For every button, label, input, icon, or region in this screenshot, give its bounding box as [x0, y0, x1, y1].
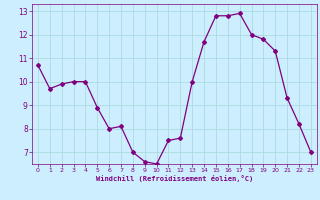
X-axis label: Windchill (Refroidissement éolien,°C): Windchill (Refroidissement éolien,°C)	[96, 175, 253, 182]
